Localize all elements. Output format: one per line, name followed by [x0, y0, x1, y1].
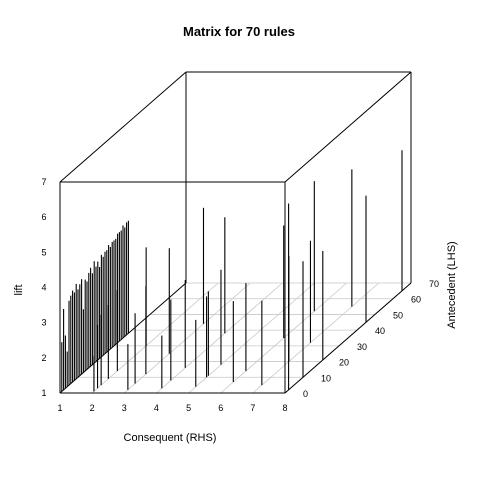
grid-line-x: [156, 282, 283, 394]
z-tick-label: 6: [41, 212, 46, 222]
grid-line-x: [124, 282, 251, 394]
x-tick-label: 3: [122, 403, 127, 413]
bar-layer: [61, 150, 403, 392]
x-tick-label: 2: [90, 403, 95, 413]
x-tick-labels: 1 2 3 4 5 6 7 8: [57, 403, 287, 413]
y-tick-label: 30: [357, 342, 367, 352]
x-tick-label: 5: [186, 403, 191, 413]
x-tick-label: 6: [218, 403, 223, 413]
y-tick-label: 40: [375, 326, 385, 336]
grid-line-x: [188, 282, 315, 394]
grid-line-x: [91, 282, 219, 394]
z-tick-label: 2: [41, 353, 46, 363]
y-tick-label: 60: [411, 295, 421, 305]
z-tick-label: 7: [41, 177, 46, 187]
x-tick-label: 8: [282, 403, 287, 413]
box-edge: [59, 282, 187, 394]
x-axis-label: Consequent (RHS): [124, 432, 217, 444]
z-axis-label: lift: [13, 285, 25, 296]
z-tick-label: 5: [41, 247, 46, 257]
y-tick-label: 70: [429, 279, 439, 289]
y-tick-label: 20: [339, 358, 349, 368]
z-tick-label: 4: [41, 283, 46, 293]
bounding-box: [59, 71, 412, 394]
x-tick-label: 4: [154, 403, 159, 413]
box-edge: [59, 71, 187, 183]
y-tick-label: 0: [303, 389, 308, 399]
z-tick-label: 3: [41, 318, 46, 328]
z-tick-label: 1: [41, 388, 46, 398]
x-tick-label: 7: [250, 403, 255, 413]
box-edge: [284, 282, 412, 394]
z-tick-labels: 1 2 3 4 5 6 7: [41, 177, 46, 398]
x-tick-label: 1: [57, 403, 62, 413]
chart-title: Matrix for 70 rules: [183, 24, 295, 39]
box-edge: [284, 71, 412, 183]
y-tick-label: 50: [393, 310, 403, 320]
grid-line-x: [252, 282, 380, 394]
y-tick-labels: 0 10 20 30 40 50 60 70: [303, 279, 439, 399]
y-axis-label: Antecedent (LHS): [446, 241, 458, 328]
y-tick-label: 10: [321, 373, 331, 383]
